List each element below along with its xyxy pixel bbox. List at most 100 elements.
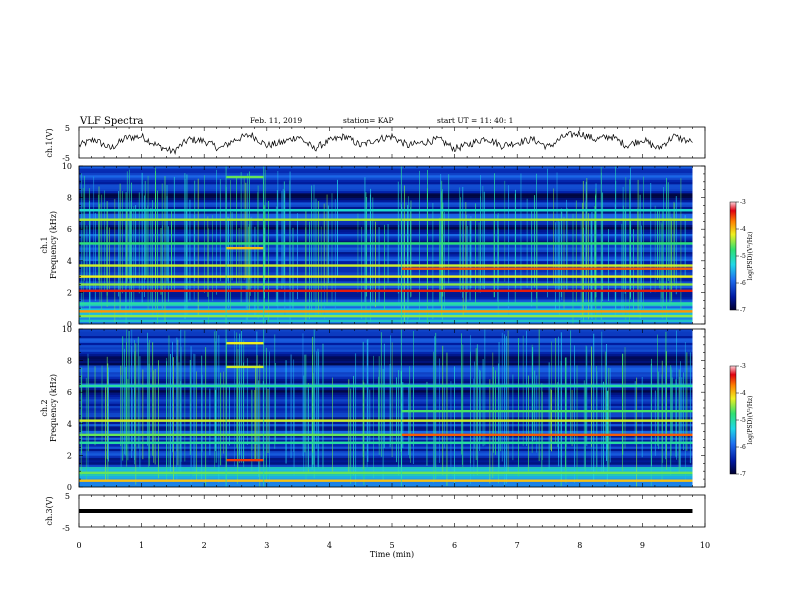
ch1-spec-streak	[130, 201, 132, 315]
ch2-spec-streak	[596, 371, 598, 468]
ch1-spec-streak	[133, 206, 135, 304]
ch2-spec-streak	[126, 329, 127, 450]
ch1-spec-streak	[384, 224, 385, 313]
ch2-spec-band	[79, 392, 693, 395]
ch1-spec-tone-line	[79, 314, 693, 318]
ch2-spec-streak	[560, 332, 562, 481]
ch2-spec-band	[79, 457, 693, 461]
ch2-spec-streak	[154, 369, 156, 465]
ch2-spec-streak	[168, 335, 170, 469]
ch2-spec-streak	[107, 363, 109, 482]
ch2-spec-streak	[650, 364, 652, 487]
ch1-spec-streak	[323, 203, 325, 287]
ch1-spec-streak	[166, 184, 168, 285]
ch1-spec-streak	[583, 227, 584, 323]
ch1-spec-streak	[364, 177, 366, 303]
ch1-spec-band	[79, 299, 693, 302]
ch1-colorbar-tick-label: -4	[740, 226, 746, 233]
ch1-colorbar-tick-label: -3	[740, 199, 746, 206]
ch2-colorbar-gradient	[729, 365, 737, 475]
x-axis-tick-label: 5	[389, 541, 394, 550]
ch2-colorbar-tick-label: -7	[740, 471, 746, 478]
ch1-spec-streak	[193, 214, 195, 300]
ch2-spec-streak	[461, 386, 463, 465]
ch1-spec-band	[79, 278, 693, 282]
ch1-spec-streak	[657, 210, 659, 280]
ch2-spec-streak	[493, 367, 494, 453]
ch2-spec-band	[79, 437, 693, 440]
ch1-spec-band	[79, 224, 693, 228]
ch1-spec-streak	[101, 194, 103, 317]
ch2-spec-streak	[532, 347, 534, 442]
ch2-spec-band	[79, 459, 693, 463]
ch2-spec-band	[79, 464, 693, 467]
x-axis-tick-label: 1	[139, 541, 144, 550]
ch1-spec-streak	[186, 221, 188, 308]
ch1-spec-band	[79, 276, 693, 280]
ch2-spec-streak	[237, 349, 239, 469]
ch2-spec-streak	[220, 372, 222, 466]
ch1-spec-streak	[675, 196, 677, 295]
ch2-spec-ytick-labels: 0 2 4 6 8 10	[62, 325, 72, 492]
ch2-spec-streak	[462, 344, 464, 468]
ch2-spec-streak	[654, 390, 656, 456]
ch1-spec-streak	[637, 208, 638, 292]
ch2-spec-streak	[317, 348, 319, 468]
ch2-spec-streak	[391, 342, 393, 458]
ch1-spec-streak	[658, 210, 660, 289]
ch2-spec-streak	[495, 370, 496, 455]
ch2-spec-band	[79, 351, 693, 355]
ch2-spec-streak	[476, 344, 478, 476]
ch1-spec-band	[79, 321, 693, 325]
ch1-spec-streak	[493, 220, 495, 298]
ch2-spec-streak	[558, 384, 560, 467]
ch2-spec-streak	[541, 391, 543, 461]
ch2-spec-ytick-label: 6	[67, 388, 72, 397]
ch1-spec-band	[79, 281, 693, 284]
ch2-spec-band	[79, 477, 693, 481]
ch2-spec-streak	[601, 331, 603, 473]
ch2-spec-band	[79, 414, 693, 418]
ch2-spec-streak	[189, 359, 191, 455]
ch1-colorbar-ticks: -3 -4 -5 -6 -7	[736, 199, 746, 314]
ch1-spec-band	[79, 181, 693, 185]
ch1-spec-streak	[560, 208, 562, 298]
ch1-spec-band	[79, 308, 693, 311]
ch1-spec-streak	[480, 175, 481, 293]
ch1-spectrogram-panel: 0 2 4 6 8 10 ch.1 Frequency (kHz) -3 -4 -5 -6 -7 …	[40, 162, 754, 329]
ch2-spec-band	[79, 374, 693, 377]
x-axis-tick-label: 3	[264, 541, 269, 550]
ch2-spec-streak	[215, 341, 217, 448]
ch2-spec-streak	[178, 362, 180, 472]
ch2-spec-streak	[293, 359, 295, 452]
ch2-spec-band	[79, 389, 693, 393]
ch2-spec-tone-line	[79, 471, 693, 474]
ch1-spec-streak	[240, 172, 242, 306]
ch2-spec-streak	[80, 375, 82, 475]
ch1-spec-ytick-label: 6	[67, 225, 72, 234]
ch2-spec-streak	[158, 360, 159, 479]
ch2-spec-streak	[522, 335, 524, 446]
ch2-spec-streak	[305, 354, 307, 481]
ch2-spec-streak	[593, 333, 595, 482]
ch1-spec-streak	[402, 206, 404, 304]
ch2-spec-streak	[604, 351, 606, 445]
ch1-spec-band	[79, 267, 693, 271]
ch1-spec-streak	[114, 198, 116, 323]
ch2-spec-streak	[550, 388, 551, 450]
ch1-spec-streak	[311, 185, 312, 314]
ch2-spec-streak	[624, 347, 626, 449]
ch2-spec-streak	[507, 330, 509, 475]
ch1-spec-band	[79, 188, 693, 192]
ch1-spec-streak	[337, 179, 338, 277]
ch2-spec-streak	[583, 380, 585, 470]
ch1-spec-streak	[155, 167, 157, 309]
ch2-spec-streak	[382, 369, 384, 481]
ch2-spec-streak	[461, 333, 462, 455]
x-axis-tick-label: 7	[515, 541, 520, 550]
ch2-spec-streak	[362, 380, 364, 470]
ch1-spec-streak	[268, 200, 269, 323]
ch1-spec-streak	[482, 185, 484, 289]
ch2-spec-streak	[172, 341, 173, 453]
